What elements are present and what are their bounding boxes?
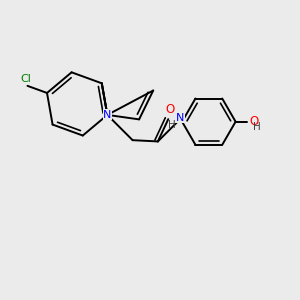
Text: O: O — [249, 115, 258, 128]
Text: H: H — [168, 120, 176, 130]
Text: N: N — [176, 113, 184, 123]
Text: Cl: Cl — [20, 74, 32, 84]
Text: N: N — [103, 110, 112, 120]
Text: H: H — [253, 122, 261, 132]
Text: O: O — [165, 103, 174, 116]
